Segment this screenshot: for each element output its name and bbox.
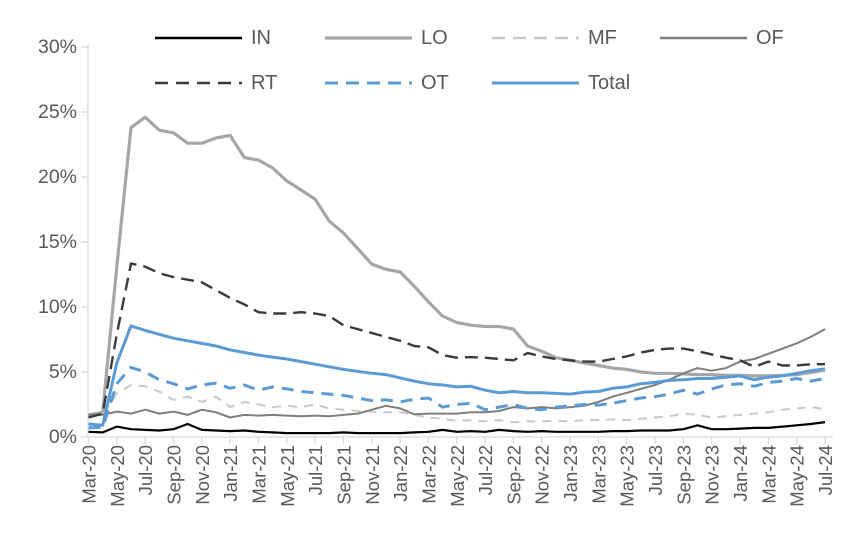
x-axis-label: Sep-20 xyxy=(163,445,184,505)
legend-label-OT: OT xyxy=(421,72,449,94)
legend-label-IN: IN xyxy=(251,27,271,49)
x-axis-label: Nov-23 xyxy=(702,445,723,505)
x-axis-label: May-23 xyxy=(617,445,638,507)
x-axis-label: Sep-22 xyxy=(503,445,524,505)
x-axis-label: Jan-23 xyxy=(560,445,581,502)
x-axis-label: Sep-23 xyxy=(673,445,694,505)
x-axis-label: May-24 xyxy=(787,445,808,507)
y-axis-label: 25% xyxy=(38,101,77,123)
x-axis-label: Jul-20 xyxy=(135,445,156,495)
x-axis-label: Nov-22 xyxy=(532,445,553,505)
x-axis-label: Mar-24 xyxy=(758,445,779,504)
x-axis-label: Mar-20 xyxy=(79,445,100,504)
x-axis-label: Jan-24 xyxy=(730,445,751,502)
x-axis-label: Mar-22 xyxy=(418,445,439,504)
x-axis-label: May-22 xyxy=(447,445,468,507)
legend-label-Total: Total xyxy=(588,72,630,94)
legend-label-RT: RT xyxy=(251,72,277,94)
legend-label-MF: MF xyxy=(588,27,617,49)
x-axis-label: Jul-22 xyxy=(475,445,496,495)
x-axis-label: Jul-23 xyxy=(645,445,666,495)
y-axis-label: 0% xyxy=(49,426,77,448)
legend-label-OF: OF xyxy=(756,27,784,49)
series-line-OT xyxy=(88,365,826,430)
x-axis-label: May-21 xyxy=(277,445,298,507)
x-axis-label: Jul-21 xyxy=(305,445,326,495)
x-axis-label: Mar-23 xyxy=(588,445,609,504)
series-line-MF xyxy=(88,384,826,424)
series-line-LO xyxy=(88,115,826,417)
x-axis-label: Nov-20 xyxy=(192,445,213,505)
y-axis-label: 20% xyxy=(38,166,77,188)
y-axis-label: 30% xyxy=(38,36,77,58)
series-line-IN xyxy=(88,421,826,435)
x-axis-label: Mar-21 xyxy=(248,445,269,504)
series-line-OF xyxy=(88,328,826,419)
x-axis-label: Sep-21 xyxy=(333,445,354,505)
y-axis-label: 10% xyxy=(38,296,77,318)
x-axis-label: Jan-21 xyxy=(220,445,241,502)
y-axis-label: 5% xyxy=(49,361,77,383)
x-axis-label: May-20 xyxy=(107,445,128,507)
x-axis-label: Nov-21 xyxy=(362,445,383,505)
x-axis-label: Jul-24 xyxy=(815,445,836,495)
legend-label-LO: LO xyxy=(421,27,448,49)
y-axis-label: 15% xyxy=(38,231,77,253)
series-line-RT xyxy=(88,262,825,419)
series-line-Total xyxy=(88,324,826,427)
x-axis-label: Jan-22 xyxy=(390,445,411,502)
